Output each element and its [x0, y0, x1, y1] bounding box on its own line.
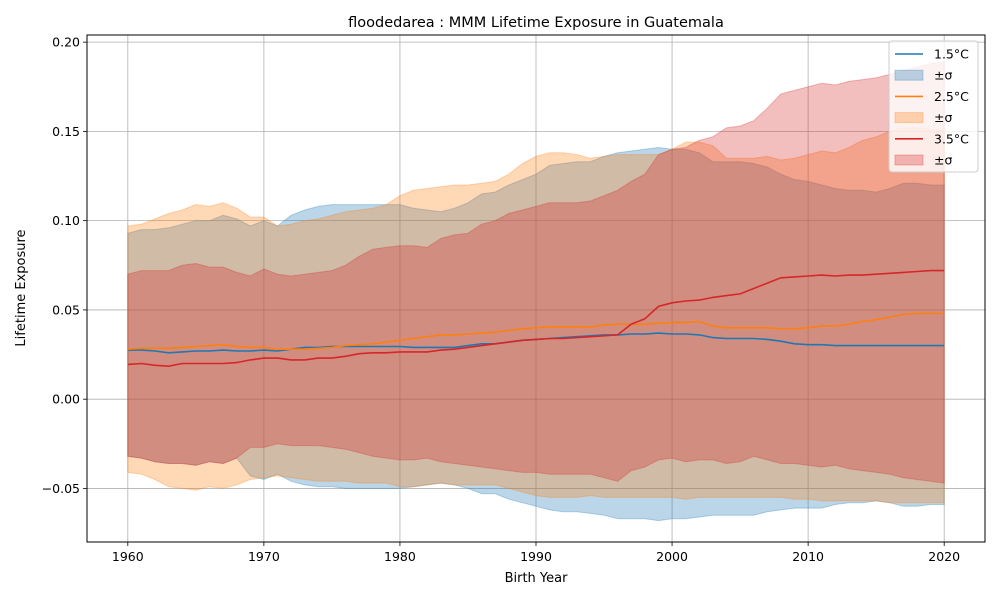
- mean-line-series-3: [127, 269, 945, 368]
- sigma-band-series-2: [127, 127, 945, 504]
- sigma-bands: [127, 61, 945, 522]
- x-tick-label: 1990: [520, 549, 552, 564]
- sigma-band-series-3: [127, 61, 945, 484]
- x-tick-label: 2010: [792, 549, 824, 564]
- x-tick-label: 1980: [384, 549, 416, 564]
- chart-title: floodedarea : MMM Lifetime Exposure in G…: [348, 15, 724, 31]
- x-axis-label: Birth Year: [505, 571, 569, 586]
- gridlines: [87, 35, 985, 542]
- legend-band-swatch: [894, 69, 924, 81]
- y-axis-label: Lifetime Exposure: [14, 229, 29, 346]
- mean-line-series-2: [127, 312, 945, 351]
- legend-label: 2.5°C: [934, 89, 969, 104]
- sigma-band-series-1: [127, 146, 945, 522]
- y-axis-ticks: −0.05 0.00 0.05 0.10 0.15 0.20: [42, 35, 87, 496]
- mean-lines: [127, 269, 945, 368]
- legend: 1.5°C ±σ 2.5°C ±σ 3.5°C ±σ: [888, 40, 979, 173]
- legend-label: ±σ: [934, 153, 952, 168]
- legend-label: 3.5°C: [934, 131, 969, 146]
- y-tick-label: 0.05: [52, 302, 80, 317]
- x-tick-label: 1970: [248, 549, 280, 564]
- y-tick-label: 0.10: [52, 213, 80, 228]
- x-tick-label: 2000: [656, 549, 688, 564]
- y-tick-label: 0.00: [52, 392, 80, 407]
- legend-band-swatch: [894, 112, 924, 124]
- y-tick-label: 0.15: [52, 124, 80, 139]
- legend-label: 1.5°C: [934, 47, 969, 62]
- x-tick-label: 1960: [112, 549, 144, 564]
- legend-band-swatch: [894, 154, 924, 166]
- x-axis-ticks: 1960 1970 1980 1990 2000 2010 2020: [112, 542, 960, 564]
- legend-label: ±σ: [934, 68, 952, 83]
- x-tick-label: 2020: [928, 549, 960, 564]
- y-tick-label: −0.05: [42, 481, 80, 496]
- y-tick-label: 0.20: [52, 35, 80, 50]
- legend-label: ±σ: [934, 110, 952, 125]
